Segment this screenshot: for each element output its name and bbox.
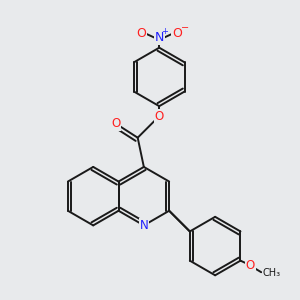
Text: +: +	[161, 27, 168, 36]
Text: O: O	[136, 27, 146, 40]
Text: N: N	[154, 31, 164, 44]
Text: −: −	[181, 23, 189, 34]
Text: O: O	[154, 110, 164, 123]
Text: O: O	[246, 259, 255, 272]
Text: O: O	[172, 27, 182, 40]
Text: N: N	[140, 219, 148, 232]
Text: O: O	[112, 117, 121, 130]
Text: CH₃: CH₃	[263, 268, 281, 278]
